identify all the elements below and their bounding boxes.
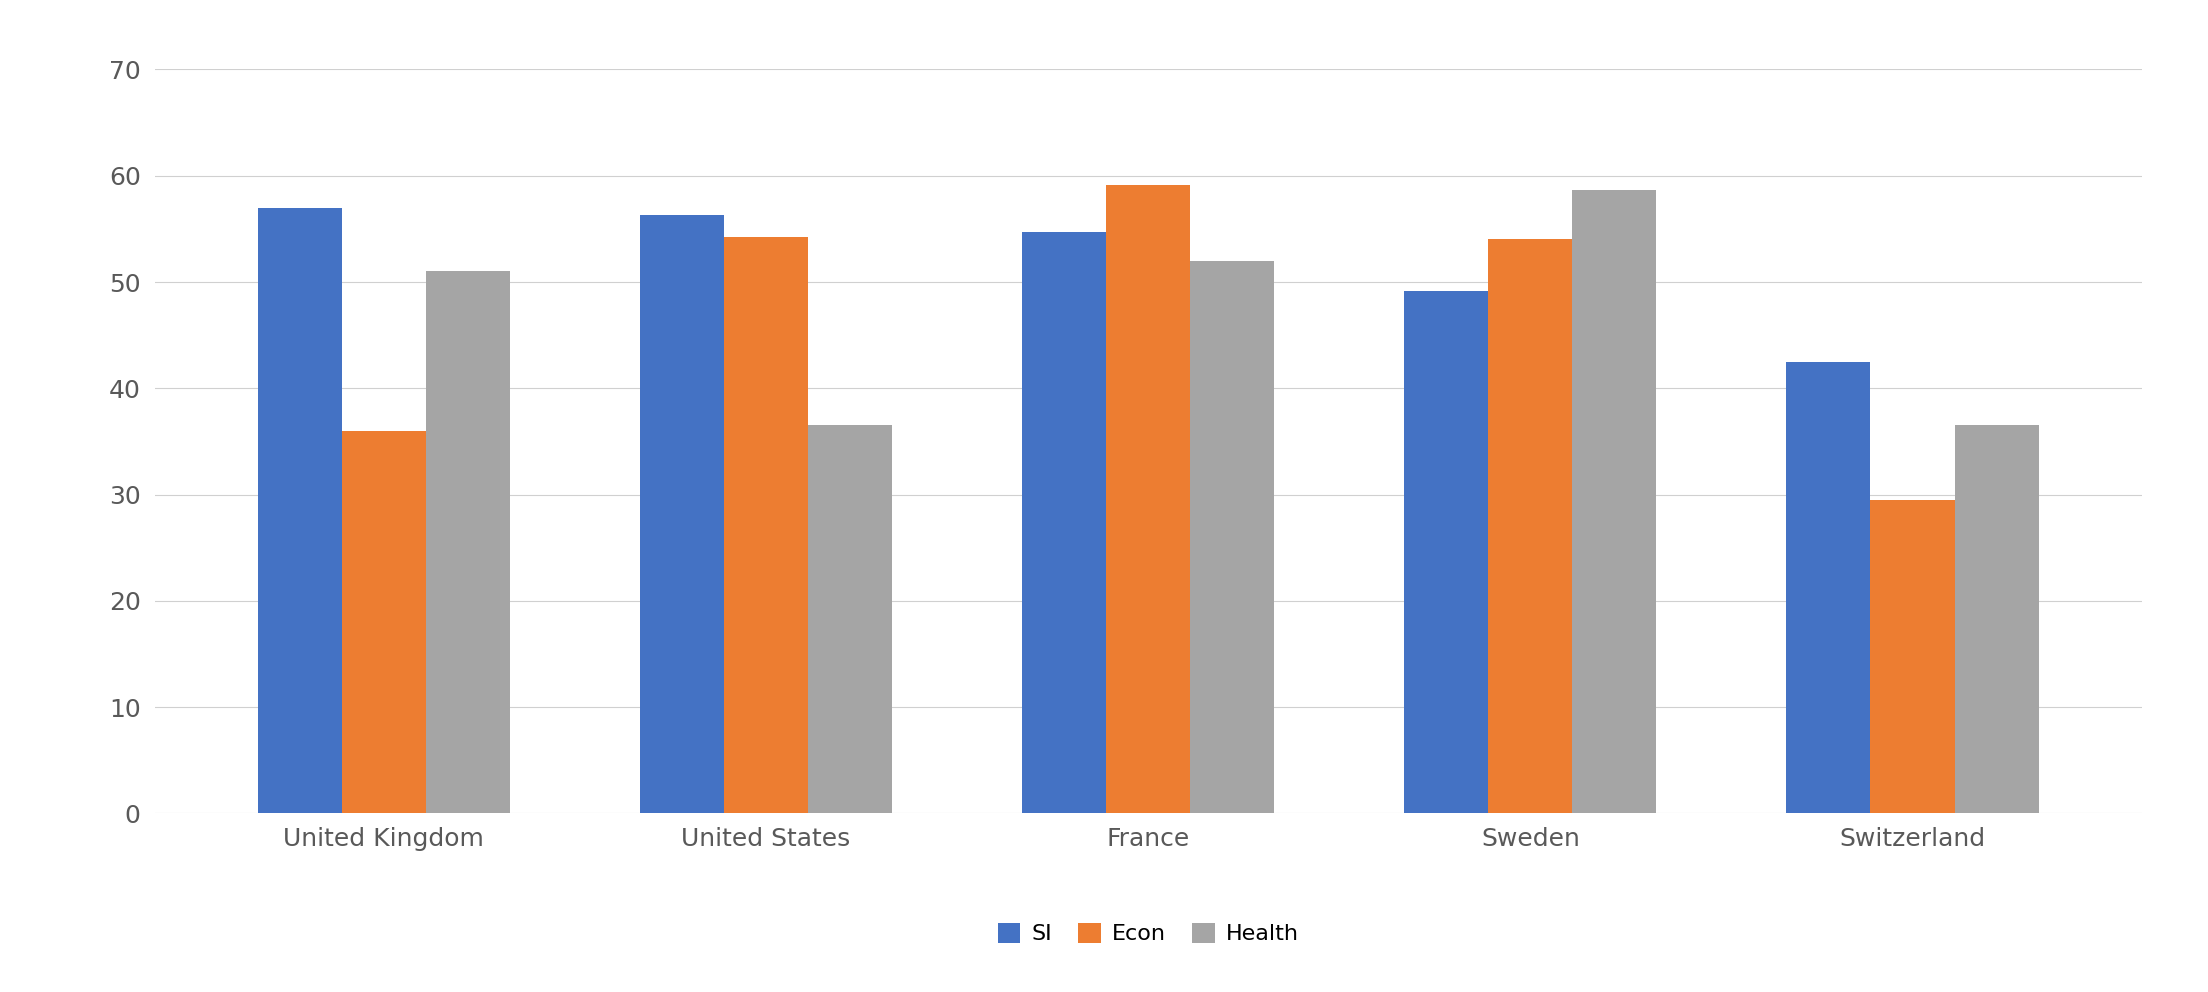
Bar (1106, 186, 1190, 813)
Bar (724, 237, 808, 813)
Bar (1022, 232, 1106, 813)
Bar (1870, 500, 1954, 813)
Bar (1488, 239, 1572, 813)
Legend: SI, Econ, Health: SI, Econ, Health (989, 914, 1307, 953)
Bar (426, 272, 510, 813)
Bar (1954, 426, 2038, 813)
Bar (640, 215, 724, 813)
Bar (258, 207, 342, 813)
Bar (1404, 291, 1488, 813)
Bar (1786, 362, 1870, 813)
Bar (1190, 261, 1274, 813)
Bar (1572, 189, 1656, 813)
Bar (342, 431, 426, 813)
Bar (808, 426, 892, 813)
